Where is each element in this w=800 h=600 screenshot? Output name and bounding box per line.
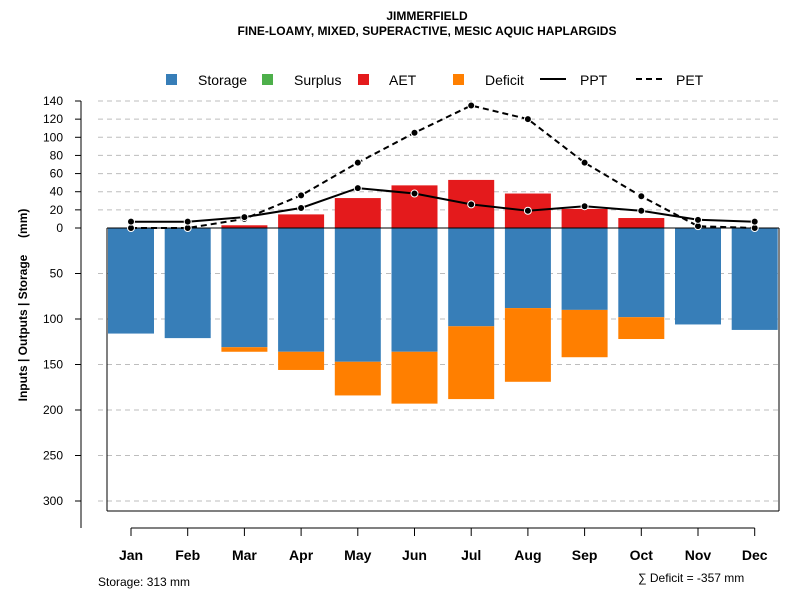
y-tick-label: 100 <box>43 130 63 144</box>
ppt-point <box>127 217 135 226</box>
chart-title: JIMMERFIELD <box>386 9 468 23</box>
legend-pet-label: PET <box>676 72 704 88</box>
legend-surplus-swatch <box>262 74 273 85</box>
x-axis: Jan Feb Mar Apr May Jun Jul Aug Sep Oct Nov Dec <box>119 527 768 563</box>
plot-frame <box>106 227 780 512</box>
y-tick-label: 300 <box>43 494 63 508</box>
lines <box>127 101 759 232</box>
bar-aet <box>561 208 608 228</box>
bar-storage <box>278 228 325 352</box>
ppt-point <box>353 184 362 193</box>
x-tick-label: Apr <box>289 547 314 563</box>
legend-deficit-swatch <box>453 74 464 85</box>
ppt-point <box>240 213 249 222</box>
bar-aet <box>278 214 325 228</box>
legend-ppt-label: PPT <box>580 72 608 88</box>
pet-point <box>297 191 306 200</box>
x-tick-label: Oct <box>630 547 654 563</box>
ppt-point <box>467 200 476 209</box>
legend-aet-label: AET <box>389 72 417 88</box>
y-tick-label: 0 <box>56 221 63 235</box>
y-tick-label: 150 <box>43 358 63 372</box>
ppt-point <box>297 204 306 213</box>
y-tick-label: 40 <box>50 185 64 199</box>
y-tick-label: 200 <box>43 403 63 417</box>
y-axis: 0 20 40 60 80 100 120 140 50 100 150 200 250 300 <box>43 94 82 528</box>
y-tick-label: 80 <box>50 148 64 162</box>
y-tick-label: 250 <box>43 449 63 463</box>
bar-deficit <box>334 361 381 396</box>
bar-storage <box>618 228 665 318</box>
bars <box>108 179 778 404</box>
pet-point <box>523 115 532 124</box>
ppt-point <box>410 189 419 198</box>
ppt-point <box>637 206 646 215</box>
x-tick-label: Dec <box>742 547 768 563</box>
x-tick-label: Nov <box>685 547 712 563</box>
bar-deficit <box>618 317 665 340</box>
bar-aet <box>221 225 268 228</box>
chart-subtitle: FINE-LOAMY, MIXED, SUPERACTIVE, MESIC AQ… <box>238 24 617 38</box>
y-tick-label: 20 <box>50 203 64 217</box>
pet-point <box>410 128 419 137</box>
bar-aet <box>618 218 665 228</box>
bar-storage <box>675 228 721 325</box>
bar-storage <box>561 228 608 310</box>
bar-aet <box>334 198 381 228</box>
bar-deficit <box>504 308 551 382</box>
bar-storage <box>731 228 778 330</box>
ppt-point <box>580 202 589 211</box>
y-tick-label: 120 <box>43 112 63 126</box>
bar-storage <box>164 228 211 339</box>
bar-storage <box>108 228 154 334</box>
x-tick-label: May <box>344 547 371 563</box>
y-tick-label: 140 <box>43 94 63 108</box>
x-tick-label: Jun <box>402 547 427 563</box>
bar-deficit <box>278 351 325 370</box>
y-axis-title: Inputs | Outputs | Storage (mm) <box>16 209 30 402</box>
bar-storage <box>504 228 551 309</box>
x-tick-label: Sep <box>572 547 598 563</box>
pet-point <box>637 192 646 201</box>
x-tick-label: Feb <box>175 547 200 563</box>
bar-storage <box>391 228 438 352</box>
legend-storage-label: Storage <box>198 72 247 88</box>
deficit-note: ∑ Deficit = -357 mm <box>638 571 744 585</box>
legend: Storage Surplus AET Deficit PPT PET <box>166 72 704 88</box>
x-tick-label: Mar <box>232 547 257 563</box>
ppt-line <box>131 187 755 223</box>
pet-point <box>467 101 476 110</box>
legend-storage-swatch <box>166 74 177 85</box>
x-tick-label: Aug <box>514 547 541 563</box>
bar-deficit <box>391 351 438 404</box>
bar-storage <box>448 228 495 327</box>
x-tick-label: Jul <box>461 547 481 563</box>
storage-note: Storage: 313 mm <box>98 575 190 589</box>
bar-deficit <box>221 347 268 352</box>
pet-point <box>353 158 362 167</box>
bar-deficit <box>561 309 608 358</box>
x-tick-label: Jan <box>119 547 143 563</box>
ppt-point <box>750 217 759 226</box>
legend-deficit-label: Deficit <box>485 72 524 88</box>
legend-surplus-label: Surplus <box>294 72 341 88</box>
ppt-point <box>694 215 702 224</box>
ppt-point <box>523 206 532 215</box>
bar-deficit <box>448 326 495 400</box>
legend-aet-swatch <box>358 74 369 85</box>
ppt-point <box>183 217 192 226</box>
pet-line <box>131 104 755 229</box>
bar-storage <box>221 228 268 348</box>
y-tick-label: 50 <box>50 267 64 281</box>
bar-storage <box>334 228 381 362</box>
y-tick-label: 60 <box>50 167 64 181</box>
y-tick-label: 100 <box>43 312 63 326</box>
pet-point <box>580 158 589 167</box>
